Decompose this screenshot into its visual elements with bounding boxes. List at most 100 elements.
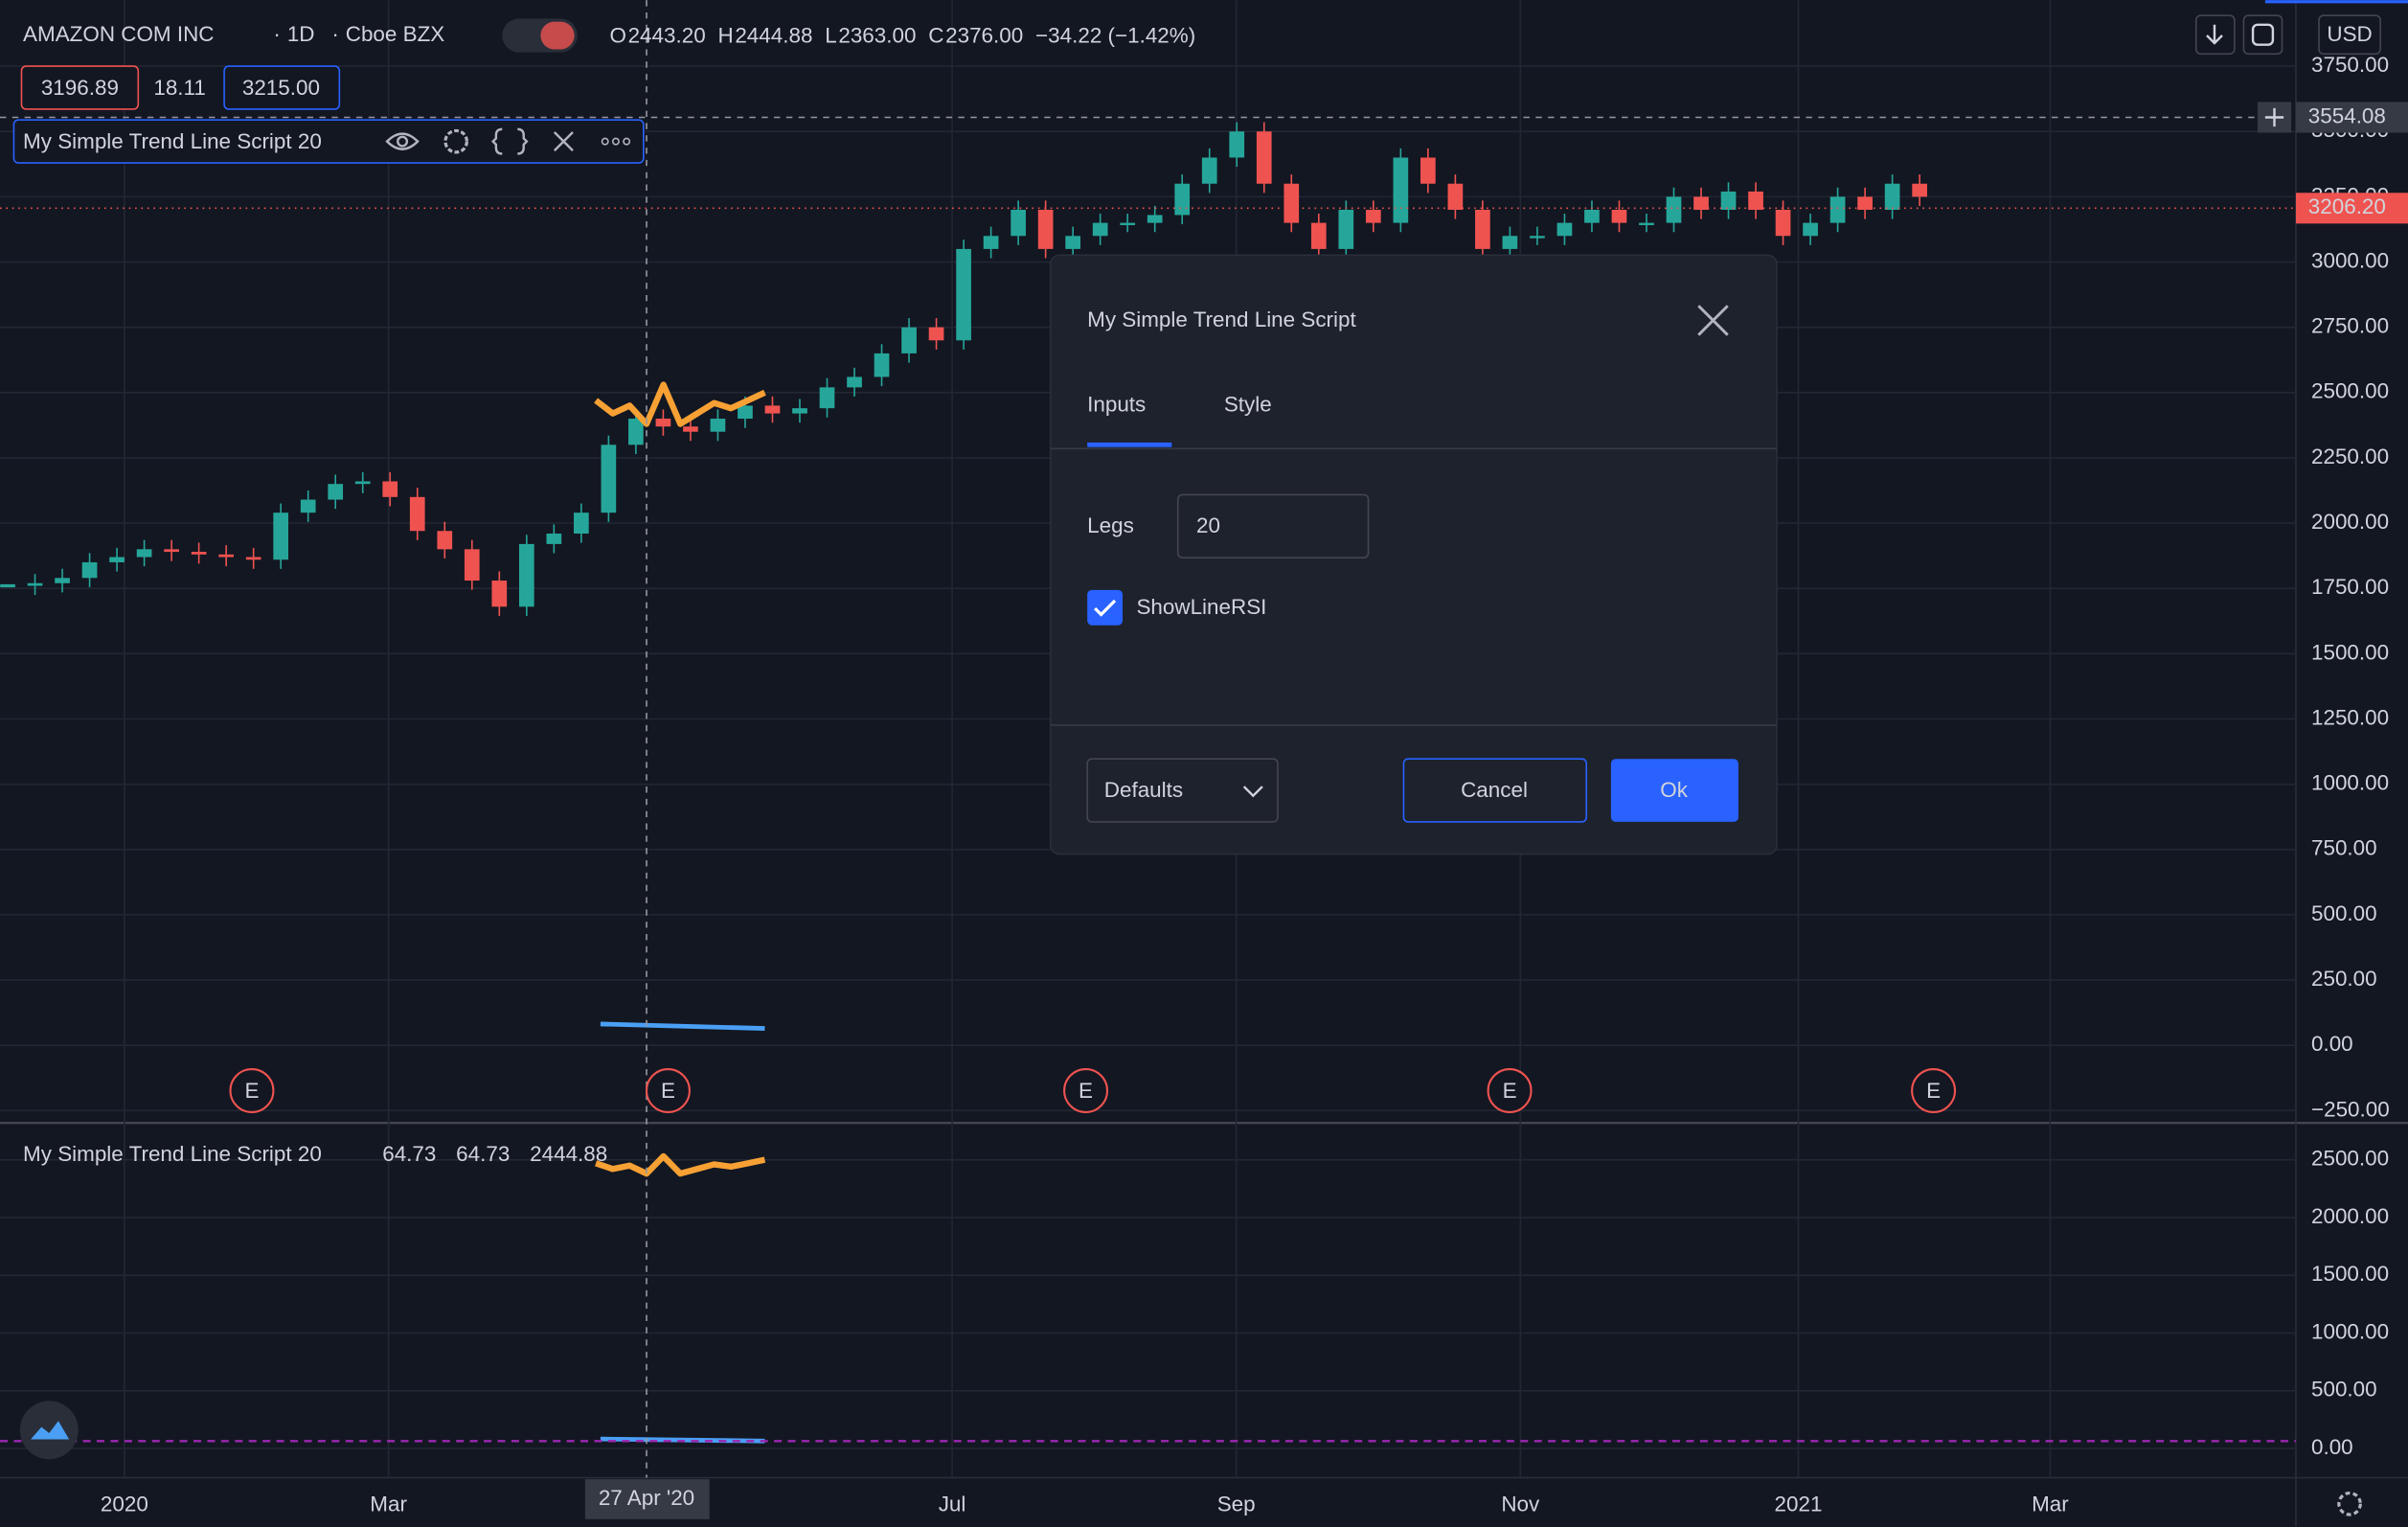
more-icon[interactable] [601, 137, 609, 146]
x-tick-label: Jul [939, 1492, 966, 1516]
candle [847, 376, 862, 388]
defaults-dropdown[interactable] [1086, 758, 1279, 823]
candle [1447, 183, 1464, 211]
buy-box[interactable] [223, 65, 341, 110]
cancel-label[interactable]: Cancel [1461, 778, 1528, 802]
x-tick-label: Mar [2032, 1492, 2069, 1516]
candle [928, 327, 944, 341]
y-tick-label: 3750.00 [2311, 53, 2389, 77]
tab[interactable]: Inputs [1087, 392, 1146, 416]
earnings-marker[interactable] [1487, 1068, 1533, 1113]
y2-tick-label: 0.00 [2311, 1435, 2353, 1459]
input-box[interactable] [1176, 493, 1370, 558]
ok-label[interactable]: Ok [1660, 778, 1688, 802]
fullscreen-icon [2251, 23, 2275, 46]
candle [491, 581, 508, 607]
candle [1037, 210, 1054, 249]
lower-legend-name: My Simple Trend Line Script 20 [23, 1142, 322, 1166]
candle [1420, 157, 1436, 184]
candle [1775, 210, 1791, 237]
tool-button[interactable] [2242, 14, 2283, 56]
sell-price[interactable]: 3196.89 [41, 76, 119, 100]
candle [245, 557, 261, 560]
more-icon[interactable] [611, 137, 620, 146]
remove-icon[interactable] [553, 131, 574, 152]
y-tick-label: 2750.00 [2311, 314, 2389, 338]
candle [1720, 191, 1737, 211]
candle [1256, 131, 1272, 184]
cancel-button[interactable] [1402, 758, 1588, 823]
earnings-label: E [1503, 1079, 1517, 1103]
y-tick-label: 2250.00 [2311, 444, 2389, 468]
candle [1912, 183, 1927, 197]
candle [164, 549, 179, 553]
candle [792, 408, 807, 414]
candle [655, 419, 671, 427]
candle [1120, 222, 1136, 226]
more-icon[interactable] [623, 137, 631, 146]
y-tick-label: 2000.00 [2311, 510, 2389, 534]
candle [1174, 183, 1191, 216]
checkbox[interactable] [1087, 589, 1124, 626]
tab[interactable]: Style [1224, 392, 1272, 416]
x-tick-label: 2021 [1775, 1492, 1823, 1516]
candle [601, 444, 617, 513]
y-tick-label: 1250.00 [2311, 705, 2389, 729]
y-tick-label: 1500.00 [2311, 640, 2389, 664]
earnings-marker[interactable] [1063, 1068, 1109, 1113]
ok-button[interactable] [1610, 759, 1738, 822]
candle [1829, 196, 1846, 223]
y-tick-label: 2500.00 [2311, 379, 2389, 403]
candle [437, 531, 453, 550]
candle [1284, 183, 1300, 223]
y-tick-label: 500.00 [2311, 901, 2377, 925]
defaults-label[interactable]: Defaults [1104, 778, 1183, 802]
earnings-marker[interactable] [229, 1068, 275, 1113]
symbol: AMAZON COM INC [23, 22, 214, 46]
interval: 1D [287, 22, 315, 46]
candle [300, 499, 316, 513]
candle [464, 549, 480, 581]
earnings-marker[interactable] [1911, 1068, 1957, 1113]
rsi-line [600, 1021, 765, 1031]
candle [1092, 222, 1108, 237]
candle [1530, 236, 1545, 239]
eye-pupil[interactable] [397, 135, 409, 148]
indicator-legend-box [12, 119, 645, 164]
y-tick-label: 250.00 [2311, 967, 2377, 991]
candle [273, 513, 289, 560]
plot [0, 0, 2296, 1478]
currency-box[interactable] [2318, 14, 2381, 56]
arrow-icon [2206, 24, 2223, 45]
candle [874, 353, 890, 377]
settings-icon[interactable] [2337, 1491, 2362, 1516]
candle [1748, 191, 1763, 211]
sell-box[interactable] [20, 65, 140, 110]
x-tick-label: Mar [370, 1492, 407, 1516]
candle [956, 248, 971, 341]
candle [1693, 196, 1709, 211]
candle [1803, 222, 1818, 237]
dialog-close[interactable] [1697, 305, 1729, 336]
plus-icon [2264, 107, 2284, 127]
gear-icon[interactable] [443, 128, 469, 154]
candle [819, 387, 835, 409]
exchange: Cboe BZX [346, 22, 445, 46]
buy-price[interactable]: 3215.00 [242, 76, 320, 100]
currency[interactable]: USD [2327, 22, 2372, 46]
dropdown-chevron [1242, 786, 1263, 798]
ohlc-value: 2376.00 [945, 24, 1023, 48]
market-toggle-on[interactable] [540, 21, 575, 50]
checkbox-label[interactable]: ShowLineRSI [1136, 595, 1266, 619]
candle [1393, 157, 1409, 223]
y2-tick-label: 2500.00 [2311, 1147, 2389, 1171]
input-value[interactable]: 20 [1196, 513, 1220, 537]
eye-icon[interactable] [385, 132, 420, 150]
braces-icon[interactable] [490, 127, 529, 155]
candle [1556, 222, 1573, 237]
earnings-marker[interactable] [645, 1068, 691, 1113]
candle [683, 426, 698, 432]
ohlc-key: L [825, 24, 836, 48]
y-tick-label: 3000.00 [2311, 248, 2389, 272]
